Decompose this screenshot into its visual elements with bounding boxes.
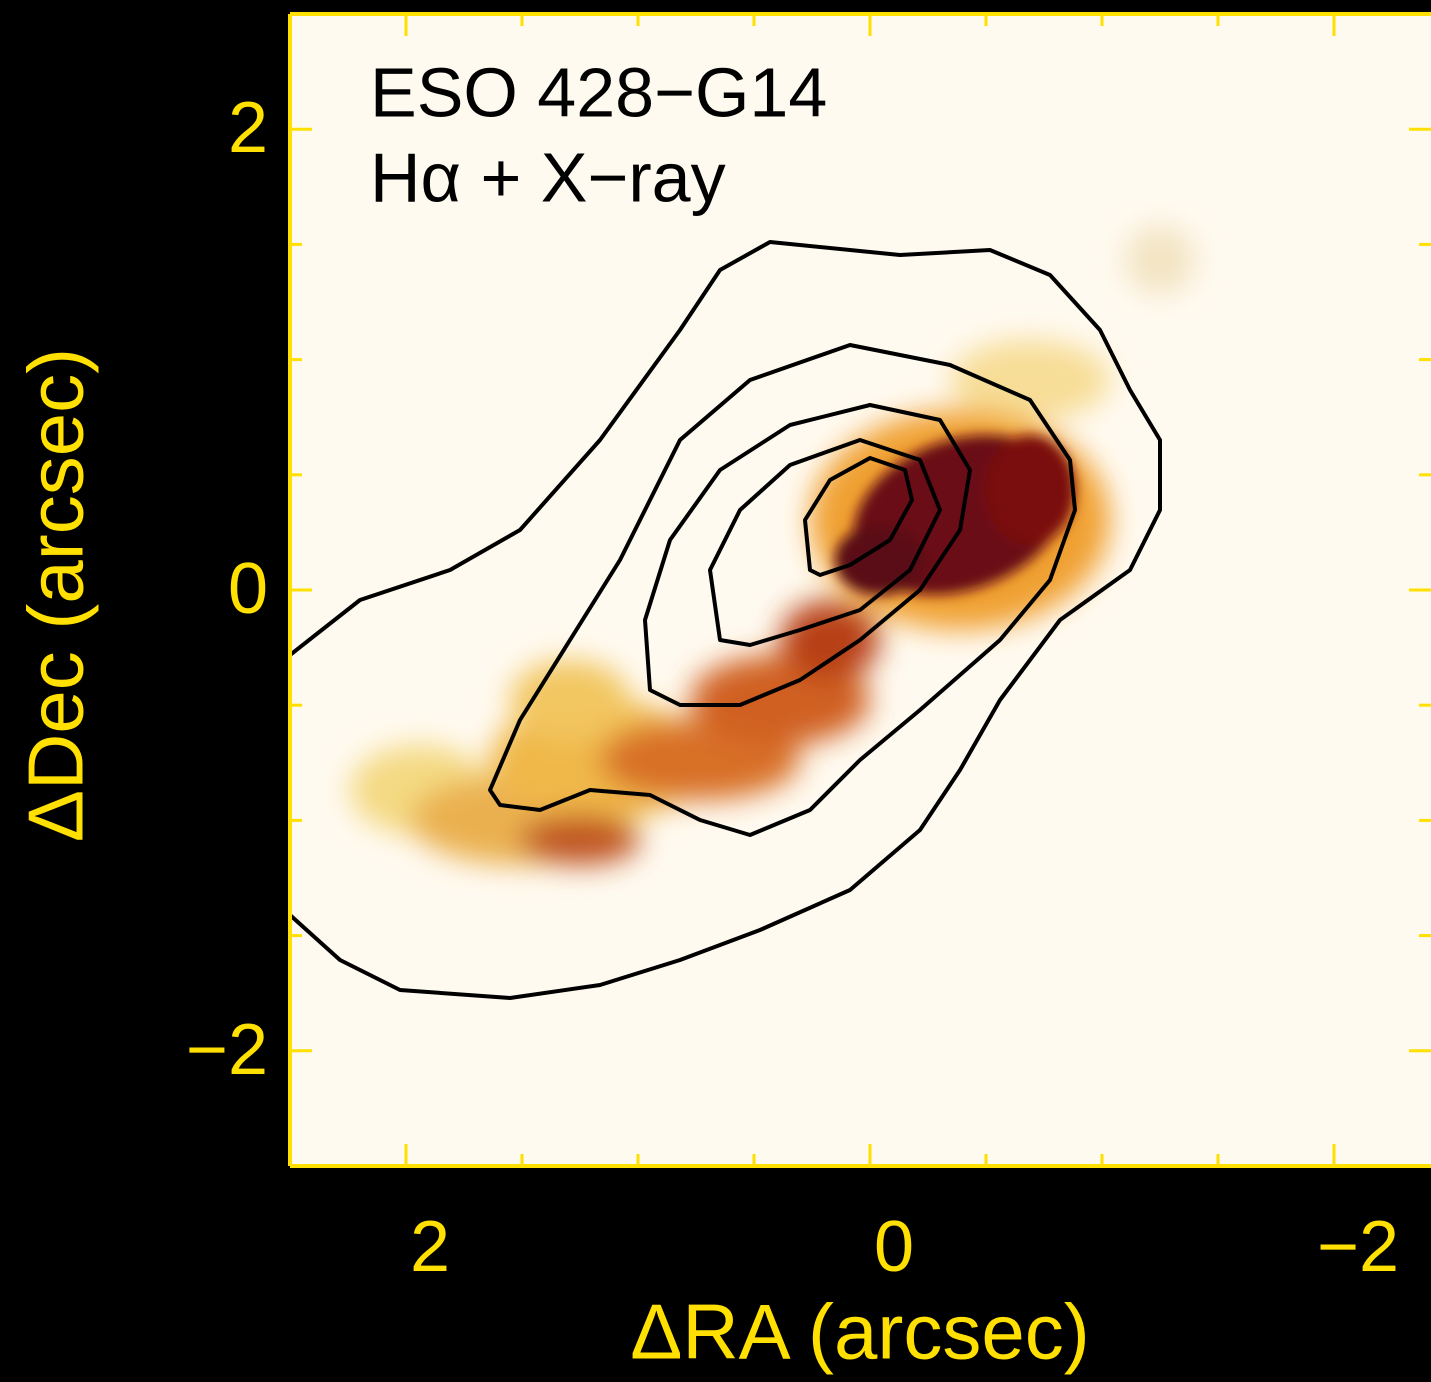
- x-tick-label: 0: [874, 1207, 914, 1287]
- y-axis-label: ΔDec (arcsec): [12, 348, 100, 842]
- x-tick-label: −2: [1317, 1207, 1399, 1287]
- x-tick-label: 2: [410, 1207, 450, 1287]
- y-tick-label: −2: [186, 1010, 268, 1090]
- y-tick-label: 2: [228, 88, 268, 168]
- x-axis-label: ΔRA (arcsec): [630, 1288, 1090, 1376]
- subtitle: Hα + X−ray: [370, 138, 726, 216]
- title: ESO 428−G14: [370, 53, 827, 131]
- y-tick-label: 0: [228, 549, 268, 629]
- figure: ESO 428−G14 Hα + X−ray ΔRA (arcsec) ΔDec…: [0, 0, 1431, 1382]
